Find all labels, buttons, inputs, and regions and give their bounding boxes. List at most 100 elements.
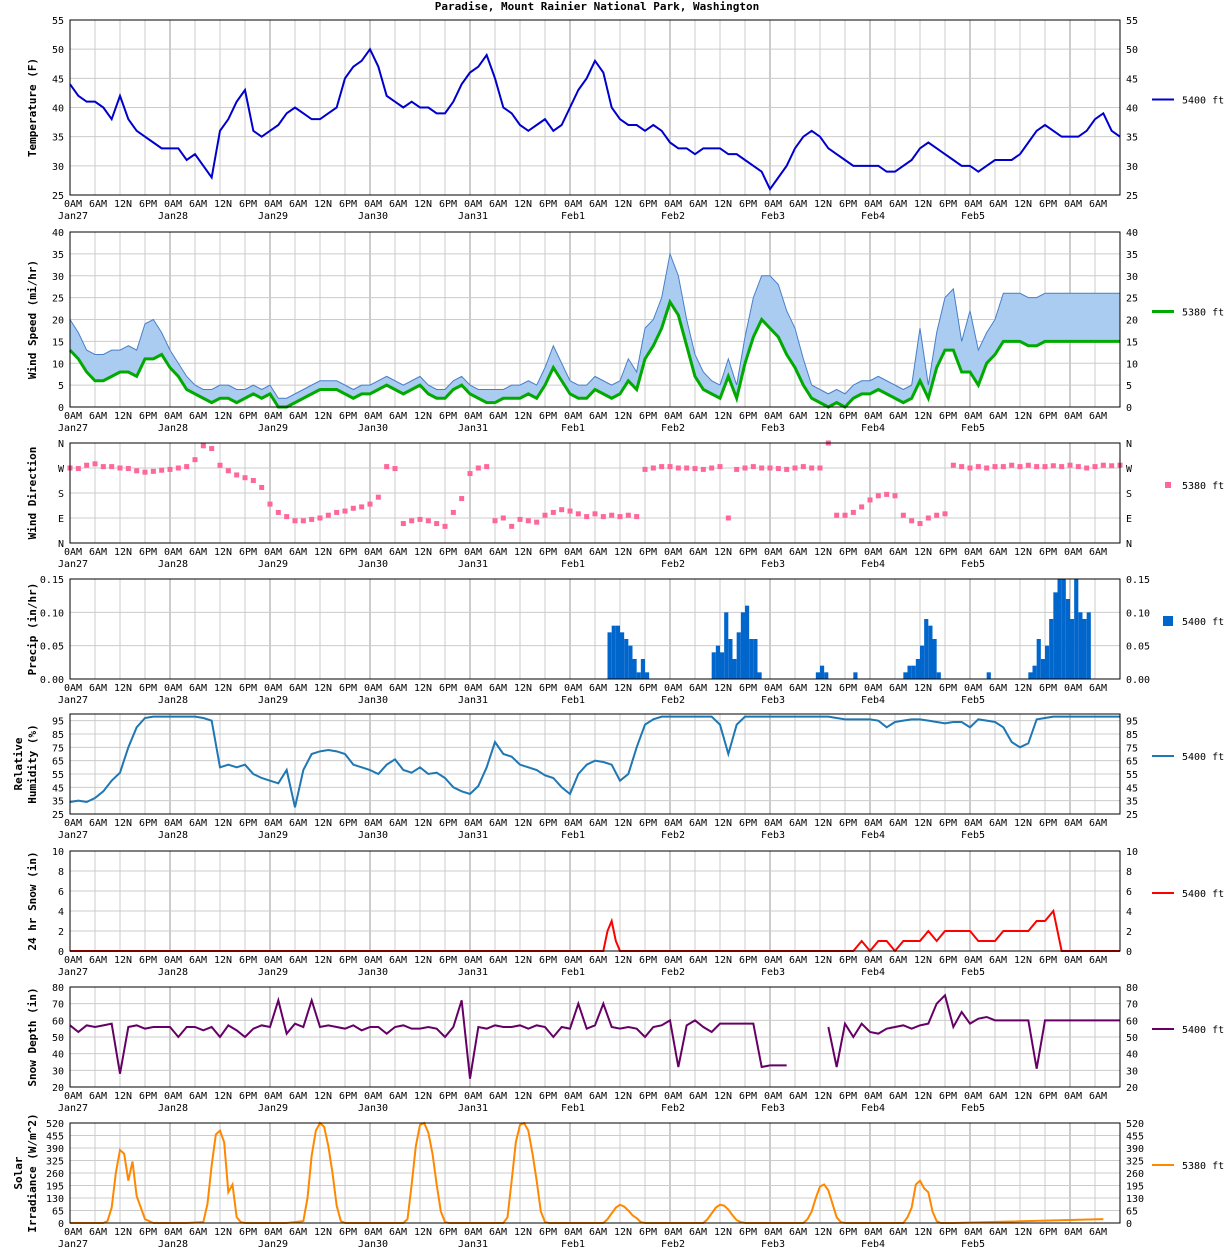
data-point <box>225 468 231 474</box>
x-tick-label: 6AM <box>589 1227 607 1238</box>
data-bar <box>715 645 720 679</box>
x-tick-label: 12N <box>614 411 632 422</box>
x-day-label: Feb3 <box>761 695 785 706</box>
data-point <box>934 512 940 518</box>
x-day-label: Jan29 <box>258 1239 288 1250</box>
x-tick-label: 6PM <box>1039 199 1057 210</box>
x-tick-label: 12N <box>514 411 532 422</box>
plot-frame <box>69 19 1121 196</box>
x-tick-label: 6PM <box>539 1227 557 1238</box>
x-tick-label: 0AM <box>1064 547 1082 558</box>
y-tick-label-left: S <box>58 489 64 500</box>
x-day-label: Jan31 <box>458 423 488 434</box>
x-tick-label: 6PM <box>839 1227 857 1238</box>
x-tick-label: 12N <box>314 1227 332 1238</box>
x-tick-label: 0AM <box>264 199 282 210</box>
x-tick-label: 6AM <box>689 955 707 966</box>
data-point <box>867 497 873 503</box>
data-bar <box>615 625 620 679</box>
data-bar <box>1070 619 1075 679</box>
x-tick-label: 6AM <box>989 1227 1007 1238</box>
data-bar <box>620 632 625 679</box>
data-bar <box>1082 619 1087 679</box>
y-tick-label-left: 20 <box>52 1083 64 1094</box>
x-tick-label: 6AM <box>89 547 107 558</box>
x-day-label: Jan28 <box>158 423 188 434</box>
x-tick-label: 6AM <box>1089 199 1107 210</box>
x-tick-label: 6AM <box>289 1091 307 1102</box>
x-tick-label: 12N <box>514 547 532 558</box>
x-tick-label: 12N <box>614 1227 632 1238</box>
x-tick-label: 6AM <box>789 1091 807 1102</box>
x-tick-label: 6PM <box>1039 547 1057 558</box>
x-tick-label: 6AM <box>989 955 1007 966</box>
x-tick-label: 0AM <box>364 547 382 558</box>
data-point <box>1092 464 1098 470</box>
data-bar <box>911 665 916 679</box>
x-tick-label: 0AM <box>464 199 482 210</box>
x-day-label: Jan29 <box>258 559 288 570</box>
x-day-label: Jan27 <box>58 1239 88 1250</box>
y-tick-label-right: 40 <box>1126 104 1138 115</box>
x-tick-label: 6AM <box>489 547 507 558</box>
x-tick-label: 12N <box>914 547 932 558</box>
x-tick-label: 12N <box>914 1227 932 1238</box>
x-day-label: Jan29 <box>258 423 288 434</box>
x-day-label: Feb5 <box>961 423 985 434</box>
x-day-label: Jan31 <box>458 211 488 222</box>
x-tick-label: 6AM <box>489 1091 507 1102</box>
x-tick-label: 6PM <box>539 411 557 422</box>
x-tick-label: 0AM <box>1064 818 1082 829</box>
x-tick-label: 6PM <box>439 199 457 210</box>
data-point <box>84 462 90 468</box>
x-tick-label: 12N <box>514 818 532 829</box>
data-bar <box>1057 579 1062 679</box>
x-day-label: Feb1 <box>561 695 585 706</box>
x-tick-label: 0AM <box>964 199 982 210</box>
data-point <box>100 464 106 470</box>
y-axis-title: Snow Depth (in) <box>26 987 39 1086</box>
x-tick-label: 12N <box>214 411 232 422</box>
x-tick-label: 12N <box>214 818 232 829</box>
x-tick-label: 12N <box>1014 411 1032 422</box>
data-bar <box>1040 659 1045 679</box>
data-point <box>292 518 298 524</box>
y-tick-label-right: 35 <box>1126 133 1138 144</box>
y-tick-label-left: 2 <box>58 927 64 938</box>
y-tick-label-left: 25 <box>52 191 64 202</box>
x-day-label: Jan27 <box>58 830 88 841</box>
y-tick-label-right: 0.00 <box>1126 675 1150 686</box>
x-day-label: Jan29 <box>258 695 288 706</box>
y-tick-label-right: 260 <box>1126 1169 1144 1180</box>
y-tick-label-right: 55 <box>1126 16 1138 27</box>
x-tick-label: 12N <box>814 199 832 210</box>
data-point <box>634 514 640 520</box>
x-tick-label: 6PM <box>739 1091 757 1102</box>
x-day-label: Feb3 <box>761 830 785 841</box>
legend-label: 5400 ft <box>1182 889 1224 900</box>
legend-swatch <box>1163 616 1173 626</box>
x-tick-label: 6PM <box>239 199 257 210</box>
x-tick-label: 6AM <box>589 955 607 966</box>
data-bar <box>928 625 933 679</box>
legend-label: 5400 ft <box>1182 752 1224 763</box>
plot-frame <box>69 986 1121 1088</box>
data-bar <box>986 672 991 679</box>
x-tick-label: 6AM <box>189 1091 207 1102</box>
x-tick-label: 12N <box>414 683 432 694</box>
x-day-label: Feb5 <box>961 695 985 706</box>
data-point <box>1017 464 1023 470</box>
data-point <box>625 512 631 518</box>
x-day-label: Feb5 <box>961 830 985 841</box>
plot-frame <box>69 1122 1121 1224</box>
data-bar <box>824 672 829 679</box>
x-tick-label: 0AM <box>64 1227 82 1238</box>
data-point <box>500 515 506 521</box>
x-tick-label: 6PM <box>739 683 757 694</box>
x-tick-label: 12N <box>614 955 632 966</box>
x-tick-label: 6PM <box>239 955 257 966</box>
data-point <box>300 518 306 524</box>
data-point <box>184 464 190 470</box>
data-bar <box>1078 612 1083 679</box>
x-tick-label: 0AM <box>264 1091 282 1102</box>
